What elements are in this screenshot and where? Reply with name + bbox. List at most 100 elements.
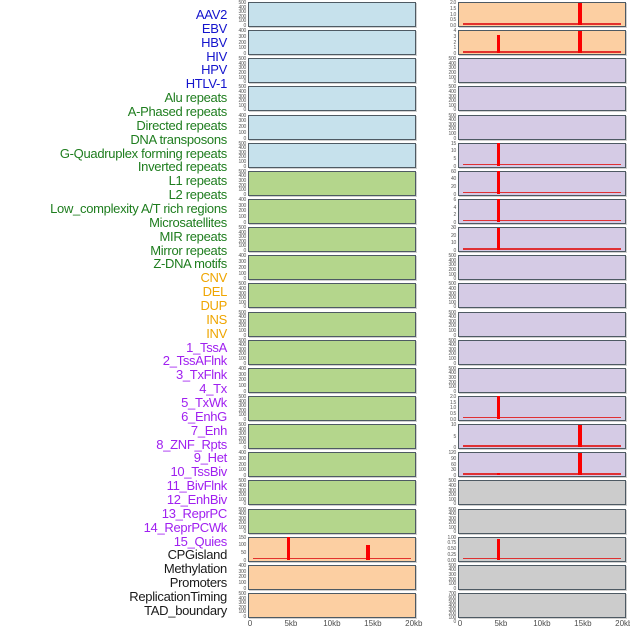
track-plot-box (248, 86, 416, 112)
y-tick-label: 400 (448, 602, 457, 609)
y-tick-label: 0 (243, 51, 247, 58)
track-plot-box (458, 142, 626, 168)
y-tick-label: 3 (453, 33, 457, 40)
y-tick-label: 100 (448, 327, 457, 334)
y-tick-label: 400 (448, 89, 457, 95)
y-tick-label: 0.5 (449, 17, 456, 24)
y-tick-label: 300 (238, 290, 247, 297)
y-tick-label: 0 (243, 248, 247, 255)
x-tick-label: 10kb (533, 619, 551, 628)
y-axis-tick-labels: 120 90 60 30 0 (440, 450, 457, 479)
feature-label: Methylation (163, 561, 227, 577)
y-tick-label: 0 (243, 557, 247, 564)
y-tick-label: 120 (448, 450, 457, 457)
plot-row: 500 400 300 200 100 0 (440, 113, 626, 141)
y-tick-label: 5 (453, 156, 457, 162)
y-tick-label: 300 (448, 346, 457, 353)
y-tick-label: 200 (238, 182, 247, 189)
y-axis-tick-labels: 400 300 200 100 0 (230, 366, 247, 394)
plot-row: 500 400 300 200 100 0 (440, 310, 626, 338)
y-tick-label: 300 (448, 121, 457, 128)
plot-row: 400 300 200 100 0 (230, 451, 416, 479)
plot-row: 500 400 300 200 100 0 (230, 590, 416, 620)
y-tick-label: 0 (243, 22, 247, 29)
feature-label: INV (206, 325, 227, 341)
plot-row: 500 400 300 200 100 0 (230, 507, 416, 535)
y-tick-label: 100 (238, 496, 247, 503)
y-tick-label: 2 (453, 212, 457, 219)
y-axis-tick-labels: 500 400 300 200 100 0 (230, 85, 247, 114)
track-plot-box (458, 395, 626, 421)
y-tick-label: 0 (453, 248, 457, 255)
y-axis-tick-labels: 500 400 300 200 100 0 (440, 113, 457, 141)
y-tick-label: 60 (451, 168, 456, 175)
track-plot-box (458, 424, 626, 450)
y-tick-label: 1.00 (447, 534, 456, 541)
y-tick-label: 400 (448, 285, 457, 292)
y-tick-label: 300 (238, 118, 247, 125)
y-tick-label: 400 (238, 482, 247, 489)
y-tick-label: 0 (243, 107, 247, 114)
y-axis-tick-labels: 500 400 300 200 100 0 (230, 478, 247, 507)
track-plot-box (248, 142, 416, 168)
y-tick-label: 500 (238, 0, 247, 6)
y-tick-label: 300 (238, 178, 247, 185)
signal-baseline (463, 473, 621, 475)
signal-spike (496, 199, 501, 222)
y-tick-label: 500 (238, 225, 247, 232)
y-tick-label: 500 (238, 478, 247, 485)
y-tick-label: 100 (448, 74, 457, 81)
y-tick-label: 400 (448, 370, 457, 377)
y-tick-label: 400 (238, 60, 247, 67)
y-tick-label: 300 (238, 234, 247, 241)
y-tick-label: 4 (453, 28, 457, 35)
y-tick-label: 100 (238, 609, 247, 616)
y-axis-tick-labels: 500 400 300 200 100 0 (230, 169, 247, 197)
y-axis-tick-labels: 15 10 5 0 (440, 140, 457, 169)
y-tick-label: 15 (451, 140, 456, 147)
plot-row: 500 400 300 200 100 0 (230, 338, 416, 366)
y-tick-label: 400 (448, 511, 457, 518)
track-plot-box (458, 114, 626, 140)
y-tick-label: 0 (243, 613, 247, 620)
signal-spike (578, 452, 582, 476)
signal-spike (286, 537, 291, 560)
y-axis-tick-labels: 500 400 300 200 100 0 (230, 338, 247, 366)
y-tick-label: 300 (448, 290, 457, 297)
feature-label: 2_TssAFlnk (162, 353, 228, 369)
feature-label: Directed repeats (136, 117, 227, 133)
plot-row: 500 400 300 200 100 0 (230, 85, 416, 114)
y-tick-label: 400 (238, 112, 247, 119)
y-tick-label: 100 (238, 214, 247, 221)
y-tick-label: 200 (238, 492, 247, 499)
feature-label: Z-DNA motifs (153, 256, 227, 272)
x-tick-label: 15kb (364, 619, 382, 628)
y-tick-label: 0 (243, 79, 247, 86)
y-tick-label: 100 (238, 243, 247, 250)
track-plot-box (248, 536, 416, 562)
plot-row: 500 400 300 200 100 0 (230, 478, 416, 507)
track-plot-box (248, 311, 416, 337)
feature-label: DUP (200, 297, 227, 313)
feature-label: 12_EnhBiv (166, 491, 227, 507)
y-tick-label: 500 (238, 590, 247, 597)
y-tick-label: 0 (243, 585, 247, 592)
y-tick-label: 300 (448, 515, 457, 522)
y-tick-label: 300 (448, 93, 457, 100)
y-tick-label: 0 (453, 445, 457, 452)
plot-row: 500 400 300 200 100 0 (230, 141, 416, 169)
feature-label: L1 repeats (168, 173, 228, 189)
track-plot-box (458, 255, 626, 281)
y-tick-label: 300 (238, 65, 247, 72)
y-axis-tick-labels: 500 400 300 200 100 0 (230, 57, 247, 86)
y-tick-label: 300 (238, 371, 247, 378)
y-tick-label: 100 (448, 299, 457, 306)
y-axis-tick-labels: 400 300 200 100 0 (230, 563, 247, 592)
y-axis-tick-labels: 500 400 300 200 100 0 (230, 282, 247, 310)
y-tick-label: 400 (238, 4, 247, 11)
plot-row: 30 20 10 0 (440, 226, 626, 255)
y-tick-label: 0 (453, 219, 457, 226)
plot-row: 2.0 1.5 1.0 0.5 0.0 (440, 394, 626, 422)
y-tick-label: 400 (448, 60, 457, 67)
